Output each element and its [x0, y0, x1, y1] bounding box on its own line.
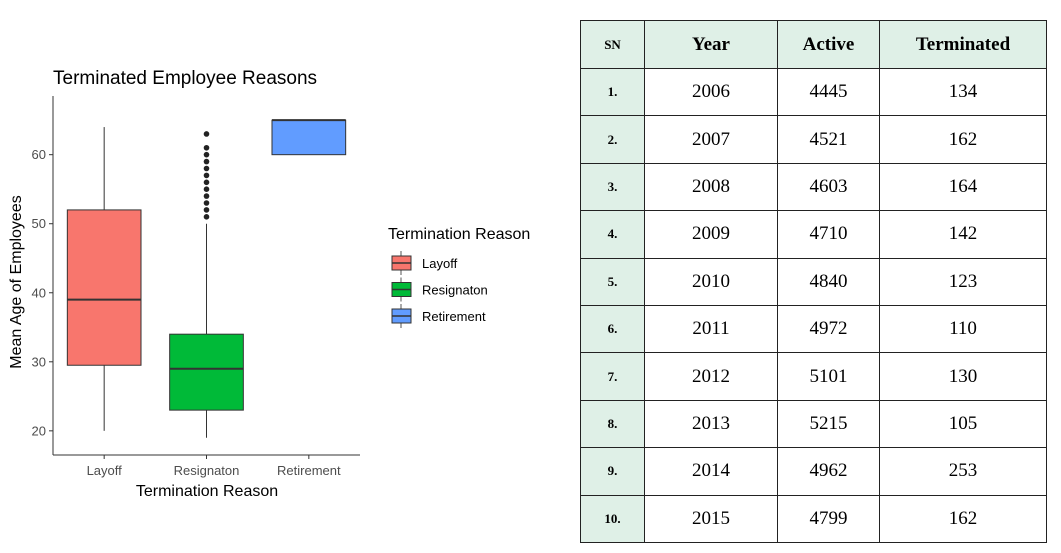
- cell-active: 4710: [777, 210, 880, 259]
- table-row: 3. 2008 4603 164: [580, 162, 1047, 212]
- cell-sn: 5.: [580, 257, 645, 306]
- cell-year: 2012: [644, 352, 778, 401]
- cell-sn: 7.: [580, 352, 645, 401]
- chart-title: Terminated Employee Reasons: [53, 68, 317, 89]
- cell-sn: 3.: [580, 162, 645, 212]
- cell-sn: 9.: [580, 447, 645, 496]
- cell-sn: 10.: [580, 494, 645, 543]
- cell-active: 4445: [777, 67, 880, 117]
- cell-terminated: 162: [879, 494, 1047, 543]
- table-row: 8. 2013 5215 105: [580, 399, 1047, 449]
- header-terminated: Terminated: [879, 20, 1047, 69]
- outlier-point: [203, 214, 210, 220]
- cell-active: 4521: [777, 115, 880, 164]
- box-layoff: [66, 127, 142, 431]
- legend-label: Layoff: [422, 256, 458, 271]
- cell-year: 2011: [644, 304, 778, 354]
- cell-terminated: 253: [879, 447, 1047, 496]
- table-row: 4. 2009 4710 142: [580, 210, 1047, 259]
- cell-terminated: 142: [879, 210, 1047, 259]
- outlier-point: [203, 186, 210, 193]
- data-table: SN Year Active Terminated 1. 2006 4445 134 2…: [580, 20, 1047, 543]
- plot-area: [66, 119, 347, 438]
- legend-title: Termination Reason: [388, 226, 530, 243]
- cell-year: 2006: [644, 67, 778, 117]
- x-tick-label: Resignaton: [174, 463, 240, 478]
- table-row: 9. 2014 4962 253: [580, 447, 1047, 496]
- cell-year: 2014: [644, 447, 778, 496]
- y-axis-label: Mean Age of Employees: [8, 195, 25, 368]
- cell-active: 4603: [777, 162, 880, 212]
- legend-entry-resignaton: Resignaton: [391, 277, 488, 302]
- header-year: Year: [644, 20, 778, 69]
- outlier-point: [203, 151, 210, 158]
- cell-sn: 2.: [580, 115, 645, 164]
- legend-label: Retirement: [422, 309, 486, 324]
- table-row: 2. 2007 4521 162: [580, 115, 1047, 164]
- outlier-point: [203, 193, 210, 199]
- y-tick-label: 20: [32, 423, 46, 438]
- data-table-container: SN Year Active Terminated 1. 2006 4445 134 2…: [580, 20, 1047, 543]
- outlier-point: [203, 144, 210, 151]
- y-tick-label: 50: [32, 216, 46, 231]
- outlier-point: [203, 179, 210, 186]
- cell-year: 2007: [644, 115, 778, 164]
- table-row: 1. 2006 4445 134: [580, 67, 1047, 117]
- legend: Termination Reason Layoff Resignaton Retir…: [388, 226, 530, 328]
- table-row: 10. 2015 4799 162: [580, 494, 1047, 543]
- cell-year: 2009: [644, 210, 778, 259]
- cell-terminated: 105: [879, 399, 1047, 449]
- cell-active: 4962: [777, 447, 880, 496]
- outlier-point: [203, 200, 210, 206]
- x-tick-label: Layoff: [87, 463, 123, 478]
- table-header-row: SN Year Active Terminated: [580, 20, 1047, 69]
- cell-terminated: 110: [879, 304, 1047, 354]
- cell-terminated: 164: [879, 162, 1047, 212]
- cell-sn: 4.: [580, 210, 645, 259]
- cell-active: 4840: [777, 257, 880, 306]
- table-row: 5. 2010 4840 123: [580, 257, 1047, 306]
- x-tick-label: Retirement: [277, 463, 341, 478]
- box-body: [271, 119, 347, 156]
- cell-year: 2013: [644, 399, 778, 449]
- box-retirement: [271, 119, 347, 156]
- cell-sn: 6.: [580, 304, 645, 354]
- legend-entry-layoff: Layoff: [391, 251, 458, 275]
- outlier-point: [203, 165, 210, 172]
- cell-active: 5101: [777, 352, 880, 401]
- cell-active: 4972: [777, 304, 880, 354]
- header-active: Active: [777, 20, 880, 69]
- cell-terminated: 134: [879, 67, 1047, 117]
- table-row: 6. 2011 4972 110: [580, 304, 1047, 354]
- outlier-point: [203, 158, 210, 165]
- outlier-point: [203, 131, 210, 137]
- cell-terminated: 162: [879, 115, 1047, 164]
- y-tick-label: 60: [32, 147, 46, 162]
- box-resignaton: [169, 131, 244, 438]
- box-body: [169, 333, 244, 411]
- boxplot-chart: Terminated Employee Reasons 20 30 40 50 60 La…: [8, 68, 530, 500]
- x-axis-label: Termination Reason: [136, 483, 278, 500]
- cell-active: 4799: [777, 494, 880, 543]
- cell-sn: 8.: [580, 399, 645, 449]
- box-body: [66, 209, 142, 366]
- cell-active: 5215: [777, 399, 880, 449]
- table-row: 7. 2012 5101 130: [580, 352, 1047, 401]
- cell-year: 2008: [644, 162, 778, 212]
- legend-entry-retirement: Retirement: [391, 304, 486, 328]
- outlier-point: [203, 207, 210, 213]
- cell-year: 2015: [644, 494, 778, 543]
- legend-label: Resignaton: [422, 283, 488, 298]
- cell-sn: 1.: [580, 67, 645, 117]
- table-body: 1. 2006 4445 134 2. 2007 4521 162 3. 2008 4603 164 4…: [580, 67, 1047, 543]
- cell-terminated: 123: [879, 257, 1047, 306]
- cell-year: 2010: [644, 257, 778, 306]
- outlier-point: [203, 172, 210, 179]
- header-sn: SN: [580, 20, 645, 69]
- cell-terminated: 130: [879, 352, 1047, 401]
- y-tick-label: 30: [32, 354, 46, 369]
- y-tick-label: 40: [32, 285, 46, 300]
- axes: 20 30 40 50 60 Layoff Resignaton Retirement: [32, 96, 360, 478]
